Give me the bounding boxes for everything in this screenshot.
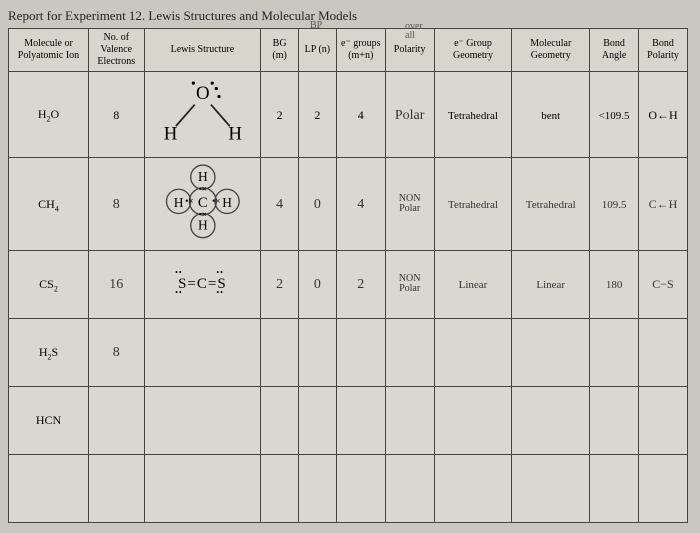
cell-lp: [299, 386, 337, 454]
cell-molecule: H2S: [9, 318, 89, 386]
cell-polarity: [385, 386, 434, 454]
cell-bg: 4: [261, 158, 299, 251]
cell-egroups: 4: [336, 158, 385, 251]
header-molgeom: Molecular Geometry: [512, 29, 590, 72]
data-table: Molecule or Polyatomic Ion No. of Valenc…: [8, 28, 688, 523]
cell-valence: 16: [89, 250, 145, 318]
cell-polarity: [385, 318, 434, 386]
cell-bondpol: [639, 386, 688, 454]
table-row: H2O 8 O H H 2 2 4 Polar Tetrahedral bent…: [9, 72, 688, 158]
svg-text:•×: •×: [198, 185, 207, 195]
bp-annotation: BP: [310, 20, 322, 31]
cell-egeom: [434, 318, 512, 386]
cell-molgeom: [512, 454, 590, 522]
svg-text:O: O: [196, 83, 210, 104]
header-molecule: Molecule or Polyatomic Ion: [9, 29, 89, 72]
header-valence: No. of Valence Electrons: [89, 29, 145, 72]
table-row: [9, 454, 688, 522]
svg-text:•×: •×: [185, 197, 194, 207]
cell-molecule: CH4: [9, 158, 89, 251]
cell-lp: 0: [299, 158, 337, 251]
cell-angle: [590, 454, 639, 522]
header-row: Molecule or Polyatomic Ion No. of Valenc…: [9, 29, 688, 72]
cell-egeom: [434, 454, 512, 522]
cell-angle: [590, 318, 639, 386]
table-row: HCN: [9, 386, 688, 454]
svg-text:H: H: [228, 124, 242, 145]
cell-bg: 2: [261, 72, 299, 158]
cell-polarity: [385, 454, 434, 522]
svg-text:H: H: [163, 124, 177, 145]
cell-molecule: HCN: [9, 386, 89, 454]
cell-molecule: H2O: [9, 72, 89, 158]
cell-valence: 8: [89, 158, 145, 251]
cell-lp: 0: [299, 250, 337, 318]
cell-lp: 2: [299, 72, 337, 158]
svg-text:H: H: [173, 195, 183, 210]
cell-egeom: Tetrahedral: [434, 72, 512, 158]
cell-egroups: [336, 454, 385, 522]
svg-text:•×: •×: [198, 211, 207, 221]
cell-molgeom: bent: [512, 72, 590, 158]
cell-molecule: [9, 454, 89, 522]
header-egroups: e⁻ groups (m+n): [336, 29, 385, 72]
cell-bondpol: [639, 454, 688, 522]
table-body: H2O 8 O H H 2 2 4 Polar Tetrahedral bent…: [9, 72, 688, 523]
cell-bondpol: O←H: [639, 72, 688, 158]
cell-lewis: C H H H H •× •× •× •×: [144, 158, 261, 251]
cell-bondpol: [639, 318, 688, 386]
cell-lewis: [144, 454, 261, 522]
cell-angle: [590, 386, 639, 454]
svg-text:•×: •×: [212, 197, 221, 207]
cell-lewis: [144, 318, 261, 386]
cell-molecule: CS2: [9, 250, 89, 318]
cell-angle: 109.5: [590, 158, 639, 251]
header-angle: Bond Angle: [590, 29, 639, 72]
cell-egroups: 2: [336, 250, 385, 318]
cell-bondpol: C−S: [639, 250, 688, 318]
cell-bg: [261, 454, 299, 522]
table-row: CS2 16 S••••=C=S•••• 2 0 2 NONPolar Line…: [9, 250, 688, 318]
svg-text:H: H: [198, 169, 208, 184]
table-row: H2S 8: [9, 318, 688, 386]
cell-egeom: Tetrahedral: [434, 158, 512, 251]
cell-egroups: 4: [336, 72, 385, 158]
table-row: CH4 8 C H H H H •× •× •× •× 4 0 4 NONPol…: [9, 158, 688, 251]
cell-bg: [261, 386, 299, 454]
cell-egroups: [336, 318, 385, 386]
cell-lp: [299, 454, 337, 522]
cell-polarity: NONPolar: [385, 250, 434, 318]
cell-polarity: NONPolar: [385, 158, 434, 251]
cell-egroups: [336, 386, 385, 454]
cell-valence: 8: [89, 72, 145, 158]
cell-angle: <109.5: [590, 72, 639, 158]
cell-bondpol: C←H: [639, 158, 688, 251]
overall-annotation: overall: [405, 22, 423, 40]
cell-valence: [89, 386, 145, 454]
cell-egeom: [434, 386, 512, 454]
cell-bg: 2: [261, 250, 299, 318]
cell-lp: [299, 318, 337, 386]
svg-text:H: H: [222, 195, 232, 210]
cell-lewis: S••••=C=S••••: [144, 250, 261, 318]
svg-text:C: C: [197, 195, 207, 211]
cell-molgeom: [512, 386, 590, 454]
cell-lewis: [144, 386, 261, 454]
page-title: Report for Experiment 12. Lewis Structur…: [8, 8, 692, 24]
header-lp: LP (n): [299, 29, 337, 72]
cell-molgeom: Linear: [512, 250, 590, 318]
cell-valence: [89, 454, 145, 522]
header-lewis: Lewis Structure: [144, 29, 261, 72]
cell-molgeom: Tetrahedral: [512, 158, 590, 251]
cell-angle: 180: [590, 250, 639, 318]
header-egeom: e⁻ Group Geometry: [434, 29, 512, 72]
cell-bg: [261, 318, 299, 386]
cell-polarity: Polar: [385, 72, 434, 158]
cell-valence: 8: [89, 318, 145, 386]
header-bg: BG (m): [261, 29, 299, 72]
cell-egeom: Linear: [434, 250, 512, 318]
header-bondpol: Bond Polarity: [639, 29, 688, 72]
cell-molgeom: [512, 318, 590, 386]
cell-lewis: O H H: [144, 72, 261, 158]
